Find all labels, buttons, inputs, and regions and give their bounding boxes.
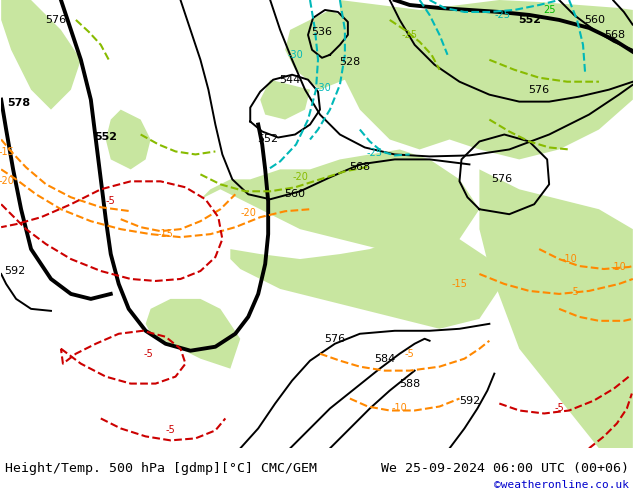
Text: -20: -20 [292,172,308,182]
Text: 552: 552 [257,134,279,145]
Text: -10: -10 [392,403,408,414]
Text: 536: 536 [311,27,332,37]
Text: -30: -30 [315,83,331,93]
Text: -30: -30 [287,50,303,60]
Text: -15: -15 [451,279,467,289]
Text: -5: -5 [554,403,564,414]
Text: Height/Temp. 500 hPa [gdmp][°C] CMC/GEM: Height/Temp. 500 hPa [gdmp][°C] CMC/GEM [5,462,317,475]
Text: 578: 578 [8,98,30,108]
Text: -20: -20 [240,208,256,218]
Text: -5: -5 [106,196,115,206]
Text: 592: 592 [4,266,26,276]
Polygon shape [260,80,310,120]
Text: -5: -5 [404,349,415,359]
Polygon shape [200,149,479,249]
Text: -25: -25 [495,10,510,20]
Text: 588: 588 [399,379,420,389]
Text: -5: -5 [569,287,579,297]
Text: -10: -10 [611,262,627,272]
Text: 576: 576 [491,174,512,184]
Text: 528: 528 [339,57,361,67]
Text: -15: -15 [0,147,14,157]
Text: -15: -15 [158,229,174,239]
Text: 584: 584 [374,354,396,364]
Text: 576: 576 [325,334,346,344]
Text: 568: 568 [349,162,370,172]
Text: -10: -10 [561,254,577,264]
Polygon shape [146,299,240,368]
Text: 544: 544 [280,74,301,85]
Polygon shape [479,170,633,448]
Text: 576: 576 [529,85,550,95]
Polygon shape [285,10,360,90]
Text: 576: 576 [46,15,67,25]
Polygon shape [106,110,151,170]
Text: We 25-09-2024 06:00 UTC (00+06): We 25-09-2024 06:00 UTC (00+06) [381,462,629,475]
Text: ©weatheronline.co.uk: ©weatheronline.co.uk [494,480,629,490]
Text: 560: 560 [585,15,605,25]
Polygon shape [1,0,81,110]
Polygon shape [230,229,500,329]
Polygon shape [340,0,633,159]
Text: 568: 568 [604,30,626,40]
Text: -25: -25 [367,148,383,158]
Text: 560: 560 [285,189,306,199]
Text: -20: -20 [0,176,14,186]
Text: 25: 25 [543,5,555,15]
Text: -5: -5 [165,425,176,436]
Text: -25: -25 [402,30,418,40]
Text: 552: 552 [518,15,541,25]
Text: 592: 592 [459,395,480,406]
Text: 552: 552 [94,132,117,143]
Text: -5: -5 [144,349,153,359]
